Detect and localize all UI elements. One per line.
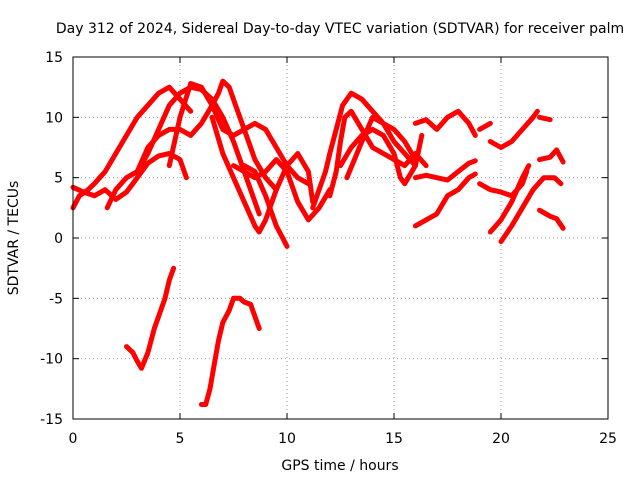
series-arc-4 [166,81,311,187]
y-axis-label: SDTVAR / TECUs [6,181,22,296]
series-arc-19 [498,175,564,245]
series-arc-10 [310,90,418,211]
x-tick-label: 0 [69,431,78,447]
y-tick-label: -5 [49,291,63,307]
y-tick-label: 10 [45,110,63,126]
y-tick-label: -10 [40,352,63,368]
series-arc-23 [537,207,566,231]
series-arc-22 [537,147,566,165]
x-axis-label: GPS time / hours [281,458,398,474]
series-arc-17 [487,108,540,150]
x-tick-label: 5 [176,431,185,447]
series-arc-5 [134,78,279,193]
series-arc-9 [327,108,429,199]
series-arc-24 [124,265,177,371]
series-arc-6 [209,114,316,235]
x-tick-label: 25 [599,431,617,447]
y-tick-label: 5 [54,171,63,187]
x-tick-label: 15 [385,431,403,447]
chart-title: Day 312 of 2024, Sidereal Day-to-day VTE… [56,21,624,37]
series-arc-21 [537,114,553,123]
series-arc-3 [104,84,262,217]
tick-layer: 0 5 10 15 20 25 -15 -10 -5 0 5 10 15 [40,50,617,447]
series-arc-8 [231,157,333,223]
y-tick-label: -15 [40,412,63,428]
series-arc-18 [487,163,532,235]
x-tick-label: 20 [492,431,510,447]
series-arc-1 [70,84,194,211]
x-tick-label: 10 [278,431,296,447]
series-arc-20 [477,120,493,132]
series-arc-11 [338,126,425,187]
y-tick-label: 15 [45,50,63,66]
series-arc-7 [241,163,290,249]
series-arc-13 [412,108,478,138]
y-tick-label: 0 [54,231,63,247]
data-layer [70,78,566,407]
series-arc-15 [412,171,478,229]
series-arc-14 [412,158,478,183]
series-arc-25 [198,295,262,407]
series-arc-12 [344,114,418,181]
